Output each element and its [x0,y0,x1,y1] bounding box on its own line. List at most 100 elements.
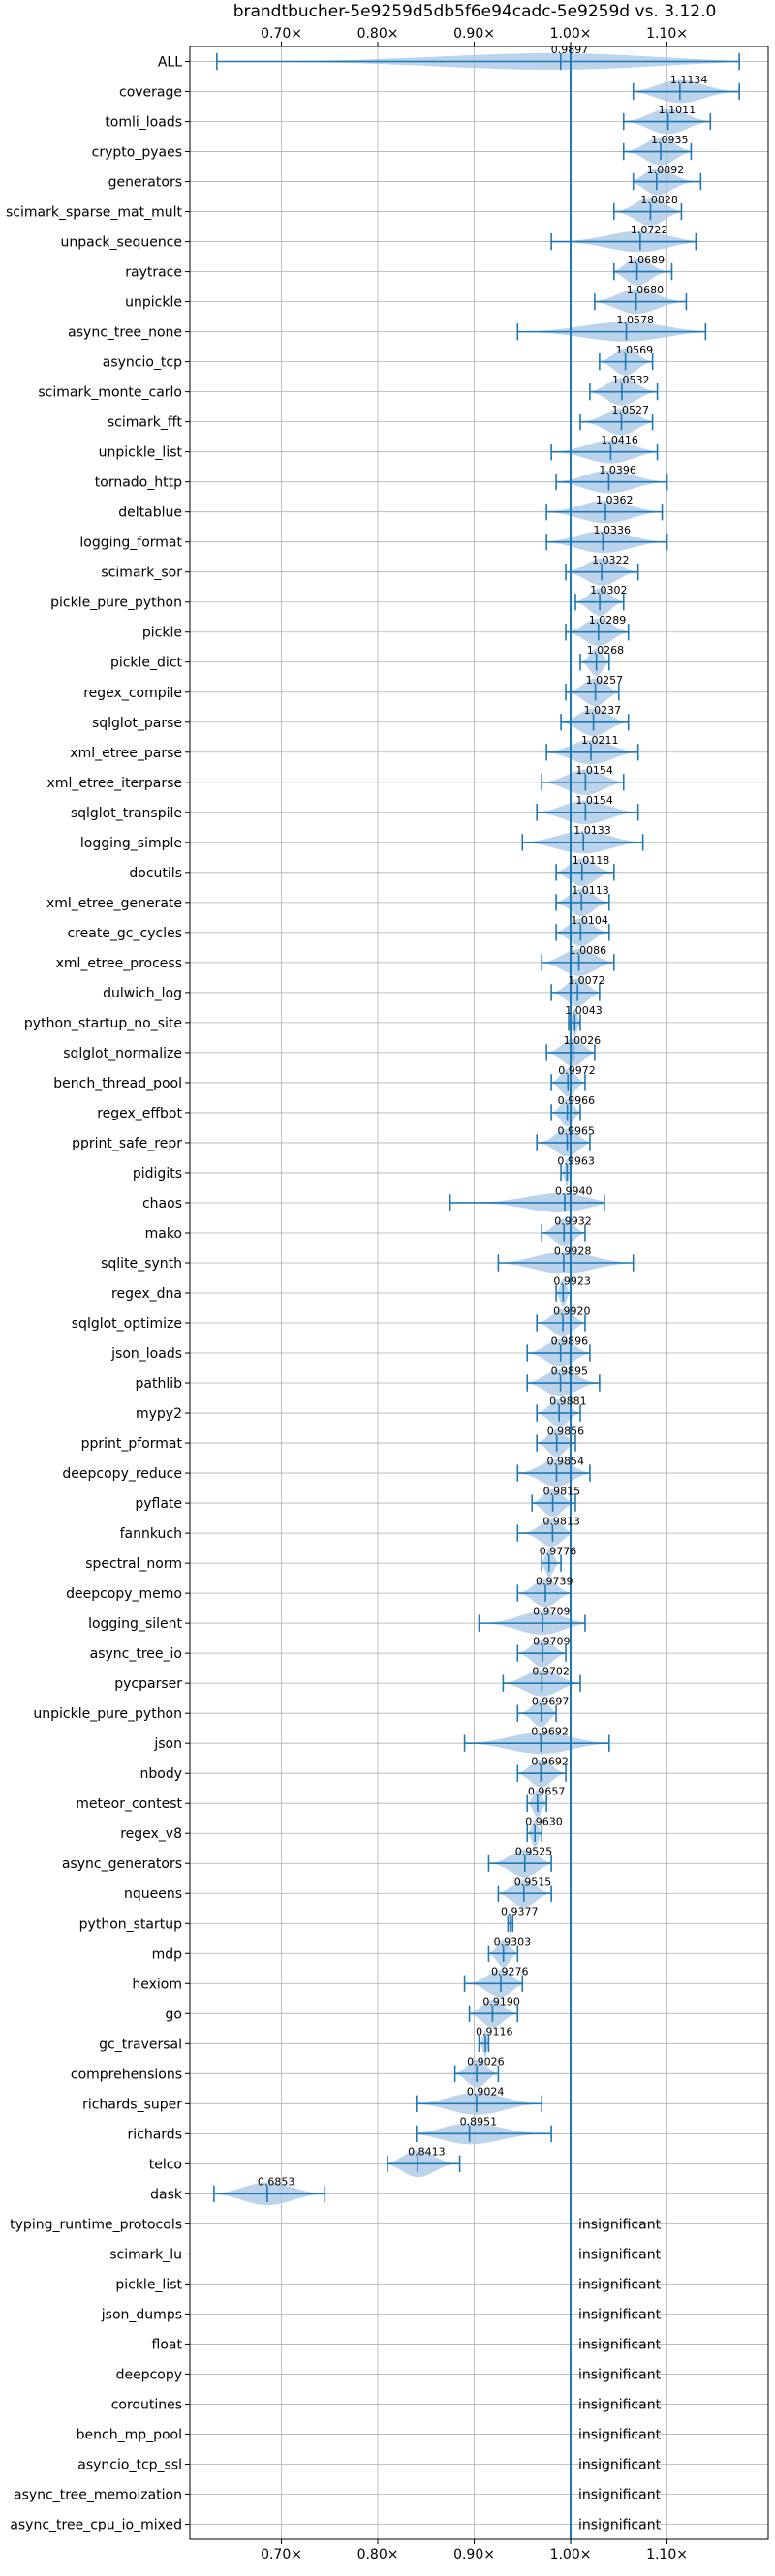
benchmark-label: asyncio_tcp [103,355,182,371]
value-label: 1.0336 [593,524,631,537]
value-label: 1.0302 [590,584,628,597]
value-label: 1.0154 [575,794,613,807]
benchmark-label: spectral_norm [85,1556,182,1572]
value-label: 0.9525 [515,1846,553,1858]
benchmark-label: asyncio_tcp_ssl [78,2457,182,2472]
benchmark-label: scimark_sparse_mat_mult [6,205,182,221]
value-label: 1.0237 [584,704,622,717]
value-label: 1.0396 [599,464,636,476]
value-label: 0.9026 [467,2056,505,2069]
benchmark-label: json_dumps [101,2307,182,2322]
value-label: 1.0362 [596,494,634,506]
benchmark-label: coroutines [111,2397,182,2412]
benchmark-label: generators [108,175,182,191]
benchmark-label: raytrace [125,265,182,281]
value-label: 0.9923 [553,1274,591,1287]
value-label: 0.9024 [467,2086,504,2099]
benchmark-label: scimark_monte_carlo [38,385,182,401]
value-label: 1.0416 [601,434,638,446]
benchmark-label: pickle_pure_python [50,596,182,611]
benchmark-label: unpickle_pure_python [33,1706,182,1722]
benchmark-label: regex_v8 [120,1826,182,1842]
benchmark-label: async_tree_none [68,325,182,341]
insignificant-label: insignificant [578,2457,662,2472]
value-label: 0.9515 [514,1876,552,1888]
benchmark-label: deepcopy_memo [66,1586,182,1602]
benchmark-label: coverage [119,85,182,101]
benchmark-label: json [153,1736,182,1752]
benchmark-label: tomli_loads [105,115,182,131]
benchmark-label: chaos [142,1196,182,1211]
value-label: 1.0527 [611,404,649,416]
value-label: 1.0133 [574,824,611,837]
value-label: 0.9813 [542,1515,580,1527]
benchmark-label: typing_runtime_protocols [10,2217,182,2232]
value-label: 0.9377 [501,1906,539,1918]
benchmark-label: sqlglot_transpile [71,806,182,821]
value-label: 0.9190 [482,1996,520,2009]
value-label: 1.0680 [627,284,665,296]
value-label: 0.9303 [494,1936,531,1948]
x-tick-label-bottom: 0.80× [357,2547,399,2562]
benchmark-label: async_generators [62,1856,182,1872]
benchmark-label: scimark_lu [109,2247,182,2262]
value-label: 0.9630 [525,1816,563,1828]
benchmark-label: regex_effbot [97,1106,182,1121]
value-label: 1.0211 [581,734,619,747]
insignificant-label: insignificant [578,2367,662,2382]
value-label: 0.9709 [533,1635,571,1647]
value-label: 1.0072 [568,974,605,987]
benchmark-label: pyflate [135,1496,182,1512]
insignificant-label: insignificant [578,2517,662,2532]
value-label: 0.9928 [554,1244,592,1257]
value-label: 0.9739 [536,1575,574,1587]
benchmark-label: unpickle [125,295,182,311]
value-label: 0.9920 [553,1304,591,1317]
value-label: 0.6853 [258,2176,295,2189]
benchmark-label: unpack_sequence [61,235,182,251]
value-label: 0.9940 [555,1184,593,1197]
benchmark-label: nbody [140,1766,183,1782]
x-tick-label-top: 0.90× [453,26,495,42]
value-label: 1.0828 [640,194,678,206]
chart-title: brandtbucher-5e9259d5db5f6e94cadc-5e9259… [233,2,717,21]
value-label: 1.0569 [616,344,654,356]
value-label: 1.0578 [617,314,655,326]
benchmark-label: python_startup_no_site [24,1016,182,1031]
insignificant-label: insignificant [578,2277,662,2292]
insignificant-label: insignificant [578,2247,662,2262]
benchmark-label: sqlglot_optimize [72,1316,182,1332]
value-label: 1.0532 [612,374,650,386]
insignificant-label: insignificant [578,2427,662,2442]
value-label: 0.9709 [533,1605,571,1617]
value-label: 0.9856 [547,1425,585,1437]
value-label: 0.9276 [491,1966,529,1978]
value-label: 0.9692 [531,1725,569,1737]
benchmark-label: async_tree_memoization [14,2487,182,2502]
benchmark-label: hexiom [132,1977,182,1992]
violin-layer [213,52,740,2206]
benchmark-label: comprehensions [71,2067,182,2082]
benchmark-label: scimark_sor [101,566,182,581]
benchmark-label: python_startup [79,1917,182,1932]
x-tick-label-top: 1.00× [550,26,592,42]
value-label: 1.0322 [592,554,630,567]
value-label: 1.0026 [564,1034,602,1047]
benchmark-label: deltablue [118,506,182,521]
value-label: 0.9776 [540,1545,577,1557]
benchmark-label: dulwich_log [103,986,182,1001]
benchmark-label: pathlib [136,1376,183,1392]
benchmark-label: richards_super [82,2097,182,2112]
benchmark-label: logging_format [79,536,182,551]
benchmark-label: pickle_dict [110,656,183,671]
benchmark-label: scimark_fft [108,415,183,431]
benchmark-label: tornado_http [95,475,182,491]
grid-layer [185,42,768,2544]
benchmark-label: bench_mp_pool [77,2427,182,2442]
value-label: 0.9116 [476,2026,513,2039]
value-label: 1.0257 [586,674,624,687]
benchmark-label: sqlglot_normalize [63,1046,182,1061]
value-label: 1.0118 [573,854,610,867]
